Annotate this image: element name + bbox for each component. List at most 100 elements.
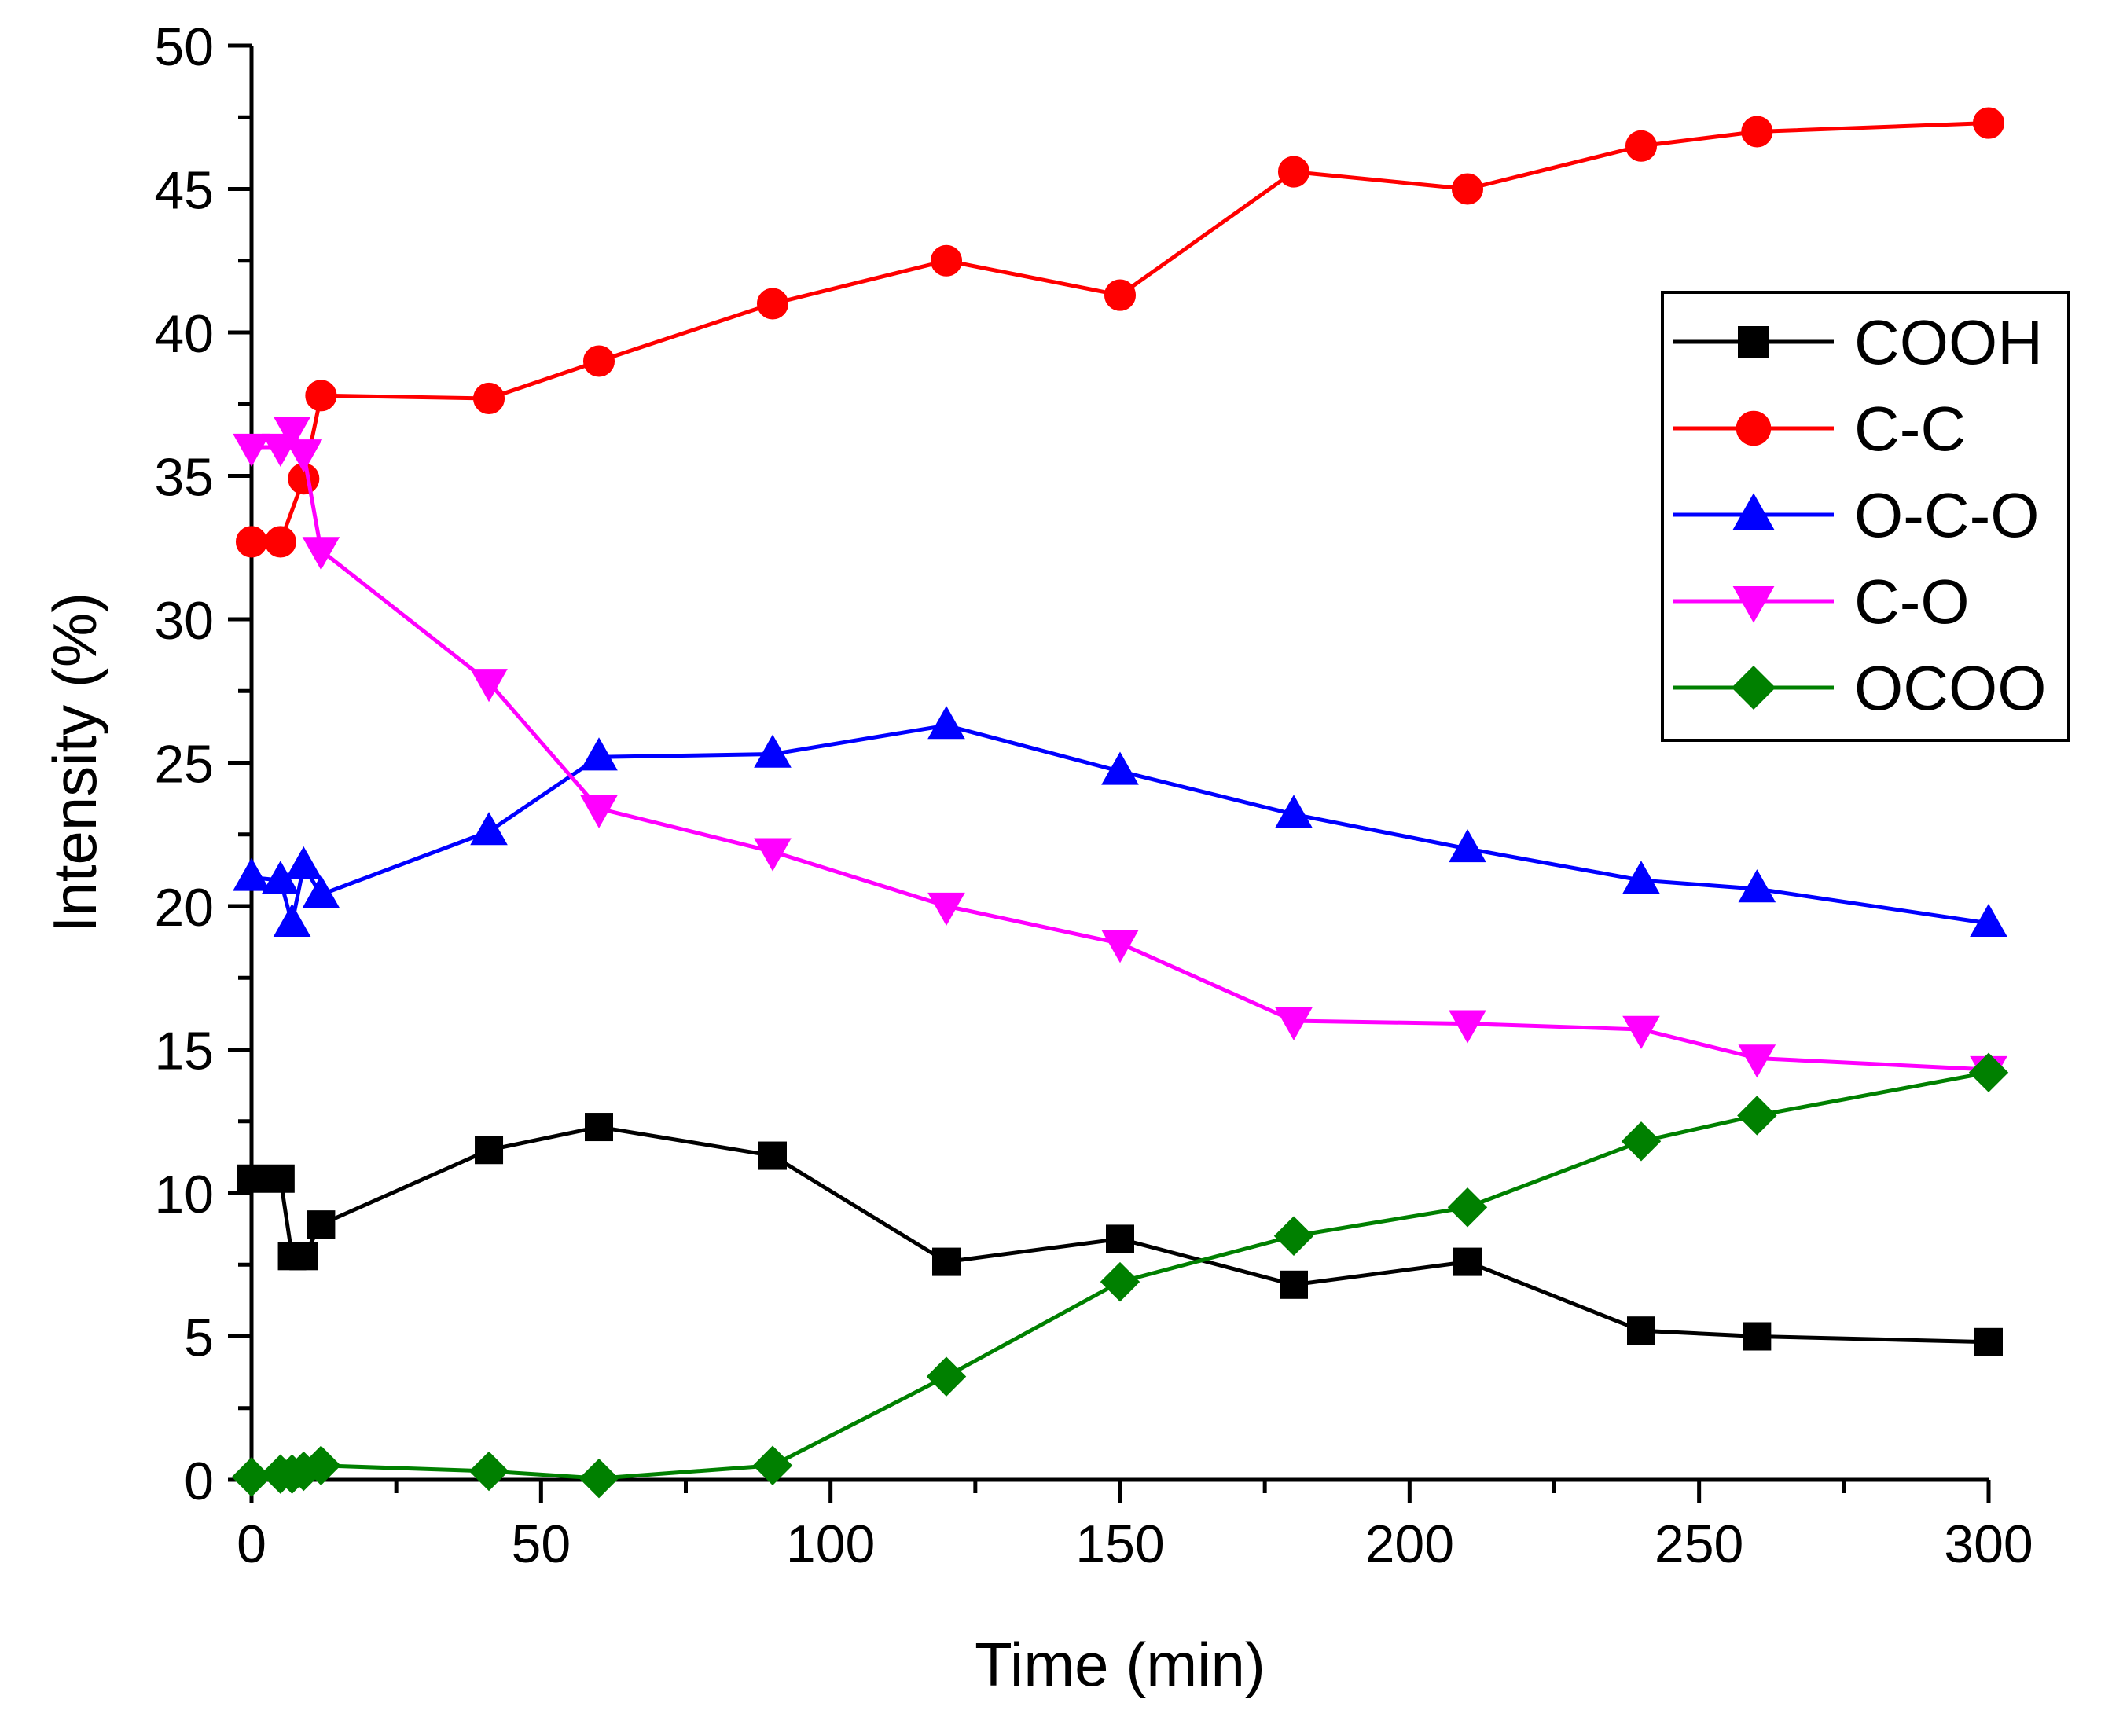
data-point-c-o — [302, 537, 340, 571]
x-axis-title: Time (min) — [975, 1630, 1265, 1699]
data-point-ocoo — [1273, 1216, 1314, 1256]
legend: COOH C-C O-C-O C-O OCOO — [1661, 291, 2070, 742]
axes: 0 5 10 15 20 25 30 35 40 45 50 0 50 100 150 200 250 300 — [154, 17, 2033, 1574]
data-point-c-o — [927, 892, 965, 926]
data-point-cooh — [475, 1136, 504, 1165]
data-point-o-c-o — [580, 737, 618, 771]
x-tick-label: 50 — [512, 1514, 571, 1574]
y-tick-label: 5 — [184, 1308, 214, 1368]
data-point-ocoo — [1968, 1052, 2009, 1092]
data-point-cooh — [585, 1113, 613, 1142]
y-tick-label: 25 — [154, 735, 214, 795]
series-o-c-o — [233, 706, 2007, 938]
data-point-o-c-o — [1449, 829, 1486, 863]
data-point-ocoo — [579, 1458, 619, 1499]
data-point-c-c — [305, 380, 337, 412]
data-point-c-c — [1972, 107, 2005, 139]
y-tick-label: 40 — [154, 304, 214, 364]
data-point-c-c — [235, 526, 268, 558]
data-point-c-o — [1622, 1015, 1660, 1049]
data-point-o-c-o — [927, 706, 965, 740]
data-point-c-c — [1277, 156, 1310, 188]
data-point-c-c — [472, 382, 505, 414]
plot-area — [231, 107, 2009, 1499]
data-point-c-o — [1101, 930, 1139, 963]
data-point-c-o — [285, 439, 323, 473]
x-tick-label: 0 — [237, 1514, 266, 1574]
data-point-c-c — [1451, 173, 1484, 205]
y-tick-label: 0 — [184, 1452, 214, 1511]
data-point-cooh — [1627, 1316, 1655, 1345]
data-point-cooh — [758, 1141, 787, 1170]
data-point-o-c-o — [285, 846, 323, 880]
data-point-cooh — [932, 1247, 961, 1276]
data-point-ocoo — [1621, 1121, 1662, 1162]
data-point-c-c — [756, 288, 789, 320]
x-tick-label: 200 — [1365, 1514, 1454, 1574]
data-point-o-c-o — [470, 812, 508, 846]
data-point-c-c — [1625, 130, 1658, 162]
data-point-ocoo — [468, 1451, 509, 1492]
data-point-c-c — [930, 244, 963, 277]
x-tick-label: 250 — [1655, 1514, 1743, 1574]
legend-label: C-O — [1854, 567, 1970, 637]
data-point-c-o — [580, 795, 618, 828]
data-point-ocoo — [1737, 1096, 1777, 1136]
data-point-cooh — [1743, 1322, 1772, 1351]
data-point-o-c-o — [1738, 869, 1776, 903]
data-point-ocoo — [301, 1445, 341, 1485]
data-point-c-c — [582, 345, 615, 377]
legend-label: COOH — [1854, 307, 2043, 377]
data-point-cooh — [307, 1210, 336, 1239]
data-point-o-c-o — [273, 903, 311, 938]
y-tick-label: 20 — [154, 878, 214, 938]
legend-item-c-c: C-C — [1673, 394, 1966, 464]
y-tick-label: 30 — [154, 591, 214, 651]
legend-marker — [1732, 585, 1775, 623]
series-ocoo — [231, 1052, 2009, 1499]
data-point-c-o — [1449, 1010, 1486, 1044]
y-tick-label: 15 — [154, 1022, 214, 1081]
data-point-c-c — [264, 526, 296, 558]
data-point-c-o — [1738, 1044, 1776, 1078]
data-point-o-c-o — [233, 857, 270, 891]
data-point-ocoo — [1100, 1261, 1140, 1302]
legend-marker — [1738, 326, 1769, 358]
data-point-cooh — [289, 1242, 318, 1271]
legend-item-cooh: COOH — [1673, 307, 2043, 377]
data-point-c-o — [1275, 1007, 1313, 1040]
x-tick-label: 150 — [1075, 1514, 1164, 1574]
data-point-c-o — [470, 669, 508, 703]
data-point-o-c-o — [754, 734, 792, 768]
data-point-o-c-o — [1970, 903, 2007, 938]
y-tick-label: 10 — [154, 1165, 214, 1224]
data-point-cooh — [1106, 1224, 1134, 1253]
legend-marker — [1732, 493, 1775, 530]
legend-item-c-o: C-O — [1673, 567, 1970, 637]
legend-label: OCOO — [1854, 653, 2046, 723]
legend-label: O-C-O — [1854, 480, 2040, 550]
legend-item-ocoo: OCOO — [1673, 653, 2046, 723]
data-point-cooh — [1453, 1247, 1482, 1276]
x-tick-label: 300 — [1944, 1514, 2033, 1574]
data-point-o-c-o — [1275, 795, 1313, 828]
y-tick-label: 50 — [154, 17, 214, 77]
data-point-c-o — [233, 433, 270, 467]
data-point-cooh — [237, 1164, 266, 1193]
data-point-c-c — [1741, 116, 1773, 148]
y-tick-label: 35 — [154, 448, 214, 508]
data-point-ocoo — [231, 1457, 272, 1497]
x-tick-label: 100 — [786, 1514, 875, 1574]
data-point-cooh — [1280, 1270, 1308, 1299]
data-point-c-c — [1104, 279, 1137, 311]
data-point-o-c-o — [302, 875, 340, 908]
y-axis-title: Intensity (%) — [40, 593, 109, 933]
data-point-o-c-o — [1101, 751, 1139, 785]
data-point-cooh — [1974, 1327, 2003, 1356]
series-cooh — [237, 1113, 2003, 1356]
y-tick-label: 45 — [154, 161, 214, 221]
data-point-ocoo — [926, 1356, 967, 1397]
legend-marker — [1731, 665, 1776, 710]
